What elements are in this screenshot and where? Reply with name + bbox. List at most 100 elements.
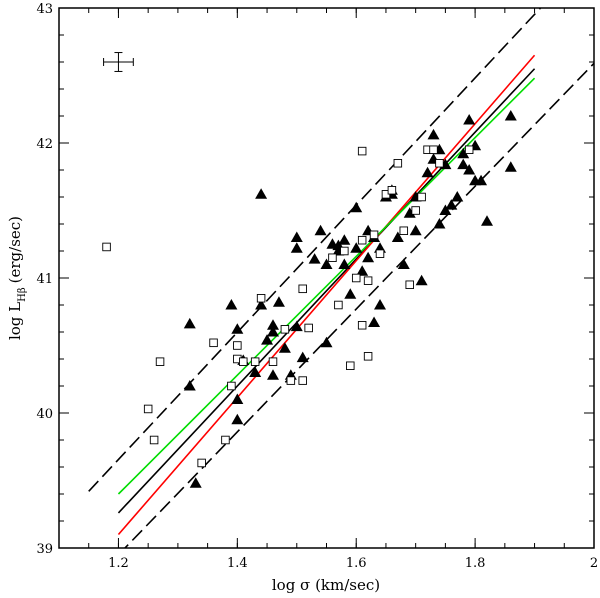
triangle-point bbox=[475, 174, 488, 186]
square-point bbox=[387, 185, 397, 195]
square-point bbox=[363, 352, 373, 361]
square-point bbox=[197, 458, 206, 468]
square-point bbox=[304, 323, 313, 333]
triangle-point bbox=[504, 161, 517, 172]
triangle-point bbox=[433, 218, 446, 229]
x-axis-title: log σ (km/sec) bbox=[272, 576, 380, 594]
square-point bbox=[340, 246, 349, 256]
square-point bbox=[357, 146, 367, 156]
triangle-point bbox=[356, 265, 369, 276]
error-bar-layer bbox=[103, 52, 134, 72]
triangle-point bbox=[481, 215, 493, 226]
square-point bbox=[221, 435, 230, 445]
y-tick-label: 40 bbox=[36, 407, 53, 422]
square-point bbox=[286, 376, 296, 385]
fit-lines-layer bbox=[88, 8, 594, 548]
triangle-point bbox=[255, 188, 268, 199]
triangle-point bbox=[278, 342, 291, 353]
triangle-point bbox=[267, 319, 279, 330]
square-point bbox=[334, 300, 343, 310]
triangle-point bbox=[267, 369, 279, 380]
square-point bbox=[375, 249, 385, 258]
triangle-point bbox=[320, 258, 333, 269]
triangle-point bbox=[457, 158, 470, 170]
triangle-point bbox=[445, 199, 458, 210]
triangle-point bbox=[427, 128, 440, 140]
triangle-point bbox=[350, 201, 363, 213]
triangle-point bbox=[504, 110, 517, 121]
triangle-point bbox=[308, 253, 321, 264]
fit-line bbox=[117, 54, 536, 536]
square-point bbox=[143, 404, 153, 414]
triangle-point bbox=[231, 393, 244, 404]
square-point bbox=[429, 145, 438, 154]
y-tick-label: 41 bbox=[36, 272, 53, 287]
triangle-point bbox=[183, 317, 196, 329]
triangle-point bbox=[421, 166, 434, 178]
square-point bbox=[411, 206, 420, 215]
x-tick-label: 1.4 bbox=[227, 556, 248, 571]
square-point bbox=[393, 158, 403, 168]
triangle-point bbox=[261, 334, 274, 345]
triangle-point bbox=[225, 299, 238, 310]
triangle-point bbox=[267, 326, 279, 337]
square-point bbox=[435, 158, 444, 168]
x-tick-label: 2 bbox=[590, 556, 598, 571]
triangle-point bbox=[368, 316, 381, 328]
square-point bbox=[417, 192, 426, 202]
y-tick-label: 42 bbox=[36, 137, 53, 152]
fit-line bbox=[117, 68, 536, 514]
square-point bbox=[357, 321, 367, 330]
fit-line bbox=[117, 77, 536, 495]
triangle-point bbox=[397, 258, 410, 269]
triangle-point bbox=[362, 251, 375, 263]
triangle-point bbox=[249, 366, 262, 377]
triangle-point bbox=[403, 207, 416, 218]
triangle-point bbox=[290, 242, 303, 253]
triangle-point bbox=[409, 224, 422, 236]
triangle-point bbox=[415, 274, 428, 286]
square-point bbox=[399, 226, 409, 235]
triangle-point bbox=[255, 299, 268, 310]
confidence-line bbox=[123, 62, 594, 548]
triangle-point bbox=[320, 336, 333, 348]
square-point bbox=[268, 357, 278, 366]
triangle-point bbox=[231, 323, 244, 334]
ticks-layer: 1.2 1.4 1.6 1.8 2 39 40 41 42 43 bbox=[36, 2, 598, 571]
triangle-point bbox=[463, 164, 476, 175]
triangle-point bbox=[272, 296, 285, 307]
confidence-line bbox=[88, 8, 542, 492]
square-point bbox=[280, 325, 290, 334]
triangle-point bbox=[350, 242, 363, 253]
triangle-point bbox=[296, 351, 309, 363]
square-point bbox=[363, 276, 373, 285]
triangle-point bbox=[183, 380, 196, 391]
square-point bbox=[357, 235, 367, 245]
square-point bbox=[298, 284, 307, 294]
points-layer bbox=[102, 110, 517, 488]
triangle-point bbox=[290, 320, 303, 332]
square-point bbox=[298, 376, 307, 385]
square-point bbox=[464, 145, 474, 154]
square-point bbox=[149, 435, 159, 445]
square-point bbox=[405, 280, 414, 290]
triangle-point bbox=[439, 204, 452, 215]
square-point bbox=[351, 273, 361, 283]
triangle-point bbox=[457, 147, 470, 159]
square-point bbox=[369, 230, 379, 240]
plot-frame bbox=[58, 7, 595, 549]
square-point bbox=[155, 357, 165, 366]
triangle-point bbox=[451, 191, 464, 202]
triangle-point bbox=[314, 224, 327, 236]
square-point bbox=[250, 357, 260, 366]
square-point bbox=[233, 341, 242, 350]
square-point bbox=[102, 242, 111, 252]
triangle-point bbox=[338, 258, 351, 269]
y-axis-title-main: log L bbox=[6, 302, 24, 340]
y-axis-title: log LHβ (erg/sec) bbox=[6, 216, 28, 340]
triangle-point bbox=[391, 231, 404, 242]
x-tick-label: 1.8 bbox=[465, 556, 486, 571]
x-tick-label: 1.2 bbox=[108, 556, 129, 571]
triangle-point bbox=[338, 234, 351, 245]
